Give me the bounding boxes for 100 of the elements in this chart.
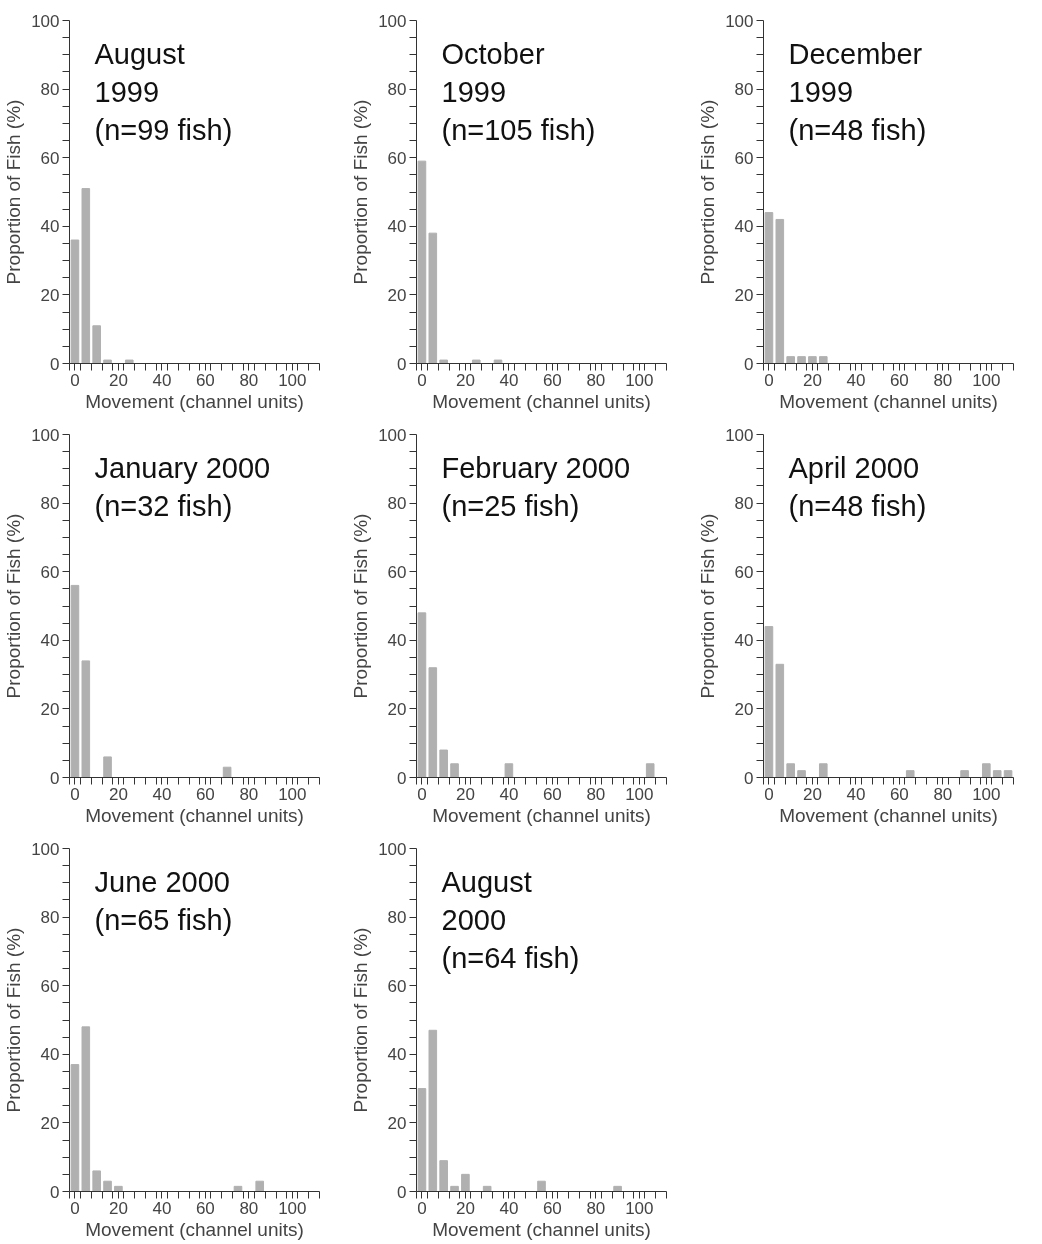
y-tick-label: 20: [387, 1113, 407, 1133]
x-tick-label: 0: [417, 1198, 427, 1218]
y-axis-title: Proportion of Fish (%): [350, 513, 372, 699]
y-tick-label: 100: [725, 11, 754, 31]
y-tick-label: 60: [734, 562, 754, 582]
x-tick-label: 80: [933, 784, 953, 804]
y-tick-label: 100: [31, 425, 60, 445]
x-tick-label: 40: [499, 370, 519, 390]
y-axis-title: Proportion of Fish (%): [697, 513, 719, 699]
y-tick-label: 40: [734, 217, 754, 237]
x-tick-label: 40: [152, 784, 172, 804]
x-tick-label: 80: [933, 370, 953, 390]
x-tick-label: 0: [764, 784, 774, 804]
y-tick-label: 100: [725, 425, 754, 445]
y-tick-label: 80: [387, 908, 407, 928]
x-axis-title: Movement (channel units): [85, 804, 304, 826]
x-tick-label: 0: [417, 370, 427, 390]
y-tick-label: 0: [397, 354, 407, 374]
y-axis-title: Proportion of Fish (%): [350, 927, 372, 1113]
y-tick-label: 60: [387, 562, 407, 582]
x-tick-label: 60: [542, 784, 562, 804]
y-tick-label: 0: [397, 768, 407, 788]
x-tick-label: 60: [889, 784, 909, 804]
y-tick-label: 80: [387, 494, 407, 514]
text: April 2000 (n=48 fish): [788, 451, 927, 523]
y-tick-label: 40: [734, 631, 754, 651]
x-axis-title: Movement (channel units): [432, 804, 651, 826]
x-axis-title: Movement (channel units): [432, 1218, 651, 1240]
x-tick-label: 80: [586, 784, 606, 804]
x-axis-title: Movement (channel units): [779, 804, 998, 826]
text: February 2000 (n=25 fish): [441, 451, 631, 523]
y-axis-title: Proportion of Fish (%): [3, 927, 25, 1113]
x-tick-label: 40: [152, 1198, 172, 1218]
text: January 2000 (n=32 fish): [94, 451, 271, 523]
y-tick-label: 60: [40, 562, 60, 582]
text: October 1999 (n=105 fish): [441, 37, 596, 147]
x-tick-label: 100: [625, 370, 654, 390]
x-tick-label: 20: [455, 1198, 475, 1218]
y-tick-label: 100: [31, 839, 60, 859]
x-tick-label: 60: [195, 1198, 215, 1218]
x-tick-label: 100: [625, 784, 654, 804]
y-tick-label: 40: [387, 631, 407, 651]
x-axis-title: Movement (channel units): [85, 390, 304, 412]
y-tick-label: 20: [387, 699, 407, 719]
x-tick-label: 0: [70, 370, 80, 390]
y-tick-label: 40: [387, 217, 407, 237]
y-tick-label: 20: [40, 1113, 60, 1133]
y-tick-label: 80: [734, 80, 754, 100]
y-axis-title: Proportion of Fish (%): [3, 513, 25, 699]
x-tick-label: 0: [70, 784, 80, 804]
x-tick-label: 80: [239, 370, 259, 390]
x-tick-label: 40: [499, 1198, 519, 1218]
x-tick-label: 60: [195, 784, 215, 804]
x-tick-label: 20: [108, 1198, 128, 1218]
x-tick-label: 60: [542, 370, 562, 390]
y-tick-label: 100: [378, 839, 407, 859]
y-tick-label: 100: [31, 11, 60, 31]
y-tick-label: 60: [387, 148, 407, 168]
x-tick-label: 100: [625, 1198, 654, 1218]
y-tick-label: 80: [734, 494, 754, 514]
y-tick-label: 60: [40, 976, 60, 996]
y-tick-label: 40: [40, 1045, 60, 1065]
x-tick-label: 40: [846, 784, 866, 804]
y-tick-label: 0: [397, 1182, 407, 1202]
y-tick-label: 20: [734, 699, 754, 719]
text: August 1999 (n=99 fish): [94, 37, 233, 147]
x-tick-label: 80: [239, 1198, 259, 1218]
y-tick-label: 0: [50, 768, 60, 788]
y-tick-label: 0: [744, 768, 754, 788]
x-tick-label: 20: [455, 784, 475, 804]
y-tick-label: 80: [387, 80, 407, 100]
y-tick-label: 0: [50, 354, 60, 374]
y-tick-label: 20: [40, 285, 60, 305]
y-tick-label: 100: [378, 11, 407, 31]
y-tick-label: 40: [40, 217, 60, 237]
x-tick-label: 20: [108, 784, 128, 804]
x-tick-label: 60: [195, 370, 215, 390]
x-tick-label: 20: [802, 370, 822, 390]
y-axis-title: Proportion of Fish (%): [3, 99, 25, 285]
x-tick-label: 100: [972, 784, 1001, 804]
y-tick-label: 80: [40, 494, 60, 514]
x-tick-label: 60: [889, 370, 909, 390]
x-tick-label: 20: [108, 370, 128, 390]
text: August 2000 (n=64 fish): [441, 865, 580, 975]
text: June 2000 (n=65 fish): [94, 865, 233, 937]
x-tick-label: 0: [417, 784, 427, 804]
y-tick-label: 80: [40, 80, 60, 100]
y-tick-label: 100: [378, 425, 407, 445]
y-tick-label: 20: [734, 285, 754, 305]
x-tick-label: 100: [278, 370, 307, 390]
x-tick-label: 80: [586, 1198, 606, 1218]
y-tick-label: 40: [387, 1045, 407, 1065]
y-tick-label: 60: [387, 976, 407, 996]
y-tick-label: 40: [40, 631, 60, 651]
y-tick-label: 20: [40, 699, 60, 719]
x-tick-label: 60: [542, 1198, 562, 1218]
x-tick-label: 40: [846, 370, 866, 390]
x-tick-label: 0: [764, 370, 774, 390]
x-tick-label: 20: [455, 370, 475, 390]
x-axis-title: Movement (channel units): [432, 390, 651, 412]
